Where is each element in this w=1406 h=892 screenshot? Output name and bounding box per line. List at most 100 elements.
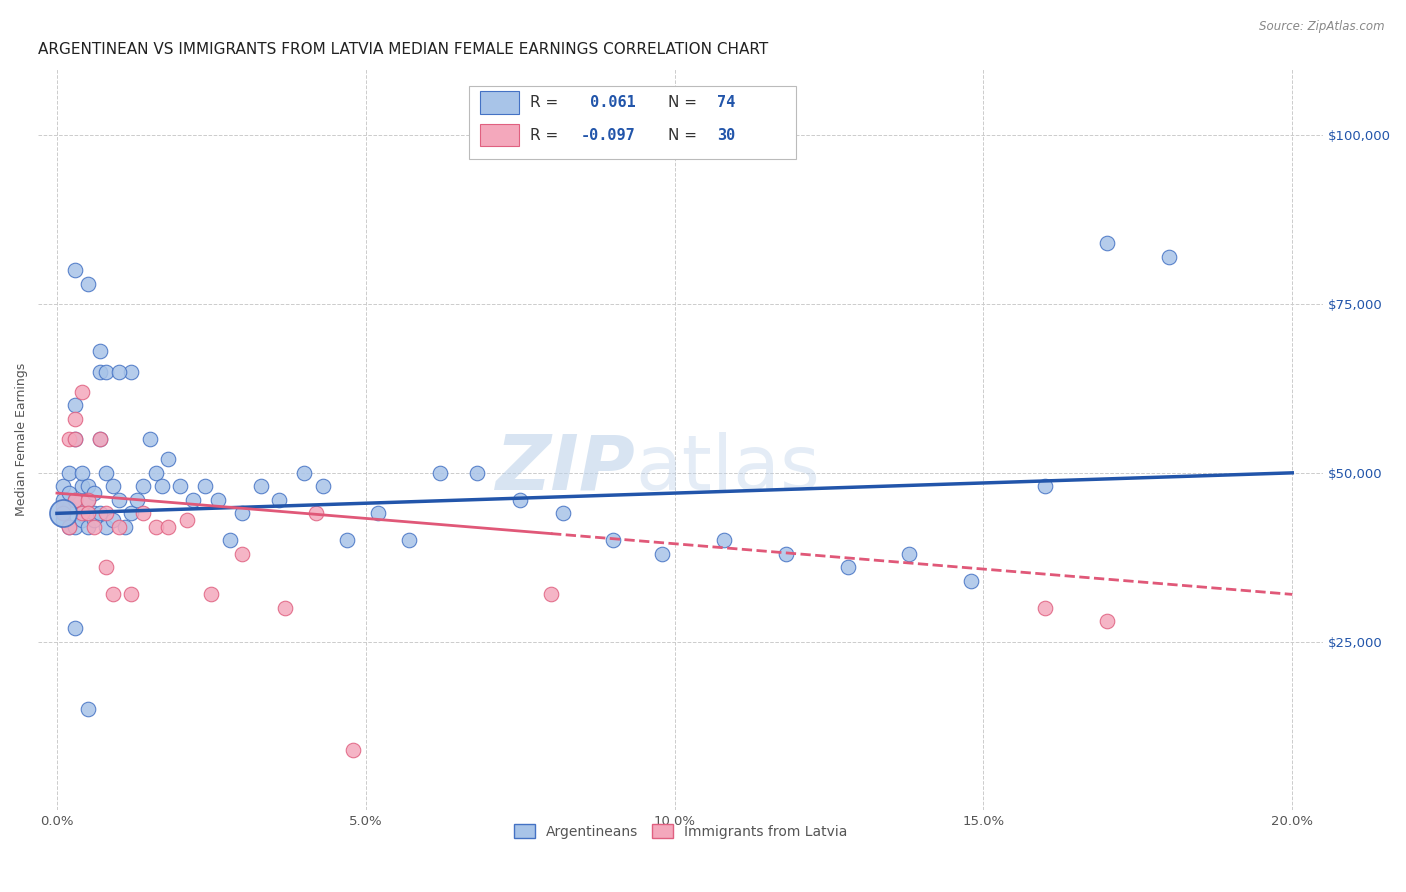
Point bbox=[65, 432, 87, 446]
Point bbox=[83, 486, 105, 500]
Point bbox=[169, 479, 191, 493]
Point bbox=[292, 466, 315, 480]
FancyBboxPatch shape bbox=[468, 87, 796, 159]
Point bbox=[70, 384, 93, 399]
Point bbox=[898, 547, 921, 561]
Point bbox=[65, 621, 87, 635]
Point bbox=[65, 432, 87, 446]
Point bbox=[150, 479, 173, 493]
Point bbox=[58, 520, 80, 534]
Point bbox=[181, 492, 204, 507]
Point bbox=[219, 533, 242, 548]
Point bbox=[553, 507, 575, 521]
Point bbox=[89, 432, 111, 446]
Point bbox=[249, 479, 271, 493]
Y-axis label: Median Female Earnings: Median Female Earnings bbox=[15, 362, 28, 516]
Point bbox=[52, 507, 75, 521]
Point bbox=[58, 466, 80, 480]
Point bbox=[101, 479, 124, 493]
Point bbox=[132, 507, 155, 521]
Point bbox=[52, 513, 75, 527]
Point bbox=[96, 520, 118, 534]
Point bbox=[96, 560, 118, 574]
Point bbox=[70, 513, 93, 527]
Point bbox=[96, 466, 118, 480]
Point bbox=[52, 479, 75, 493]
Point bbox=[76, 277, 98, 291]
Point bbox=[1033, 600, 1056, 615]
FancyBboxPatch shape bbox=[481, 91, 519, 113]
Point bbox=[76, 702, 98, 716]
Point bbox=[231, 507, 253, 521]
Point bbox=[89, 507, 111, 521]
Point bbox=[76, 479, 98, 493]
Point bbox=[89, 365, 111, 379]
Text: atlas: atlas bbox=[636, 432, 821, 506]
Point bbox=[342, 742, 364, 756]
Point bbox=[65, 520, 87, 534]
Point bbox=[52, 507, 75, 521]
Point bbox=[52, 507, 75, 521]
Point bbox=[120, 365, 142, 379]
Point bbox=[89, 432, 111, 446]
Point bbox=[76, 507, 98, 521]
Point bbox=[145, 520, 167, 534]
Text: -0.097: -0.097 bbox=[581, 128, 636, 143]
Point bbox=[274, 600, 297, 615]
Point bbox=[58, 520, 80, 534]
Point bbox=[70, 466, 93, 480]
Point bbox=[194, 479, 217, 493]
Point bbox=[96, 365, 118, 379]
Point bbox=[231, 547, 253, 561]
Point bbox=[127, 492, 149, 507]
Point bbox=[837, 560, 859, 574]
Text: R =: R = bbox=[530, 128, 564, 143]
Point bbox=[429, 466, 451, 480]
Point bbox=[651, 547, 673, 561]
Point bbox=[713, 533, 735, 548]
Point bbox=[65, 492, 87, 507]
Point bbox=[83, 520, 105, 534]
Legend: Argentineans, Immigrants from Latvia: Argentineans, Immigrants from Latvia bbox=[509, 819, 853, 845]
Point bbox=[1095, 236, 1118, 251]
Point bbox=[76, 507, 98, 521]
Point bbox=[89, 344, 111, 359]
Point bbox=[775, 547, 797, 561]
Point bbox=[398, 533, 420, 548]
Point bbox=[76, 520, 98, 534]
Point bbox=[70, 507, 93, 521]
Point bbox=[1157, 250, 1180, 264]
Point bbox=[76, 492, 98, 507]
Text: 0.061: 0.061 bbox=[581, 95, 636, 110]
Text: 74: 74 bbox=[717, 95, 735, 110]
Point bbox=[65, 492, 87, 507]
Text: ARGENTINEAN VS IMMIGRANTS FROM LATVIA MEDIAN FEMALE EARNINGS CORRELATION CHART: ARGENTINEAN VS IMMIGRANTS FROM LATVIA ME… bbox=[38, 42, 769, 57]
Point bbox=[602, 533, 624, 548]
FancyBboxPatch shape bbox=[481, 124, 519, 146]
Point bbox=[157, 520, 180, 534]
Point bbox=[83, 507, 105, 521]
Point bbox=[70, 479, 93, 493]
Point bbox=[269, 492, 291, 507]
Point bbox=[1033, 479, 1056, 493]
Point bbox=[1095, 615, 1118, 629]
Point bbox=[107, 492, 129, 507]
Text: Source: ZipAtlas.com: Source: ZipAtlas.com bbox=[1260, 20, 1385, 33]
Point bbox=[83, 513, 105, 527]
Point bbox=[305, 507, 328, 521]
Point bbox=[509, 492, 531, 507]
Point bbox=[114, 520, 136, 534]
Text: N =: N = bbox=[668, 95, 702, 110]
Point bbox=[96, 507, 118, 521]
Point bbox=[207, 492, 229, 507]
Point bbox=[145, 466, 167, 480]
Point bbox=[101, 513, 124, 527]
Point bbox=[138, 432, 160, 446]
Point bbox=[58, 500, 80, 514]
Point bbox=[70, 507, 93, 521]
Point bbox=[336, 533, 359, 548]
Point bbox=[65, 263, 87, 277]
Point bbox=[65, 398, 87, 412]
Point bbox=[200, 587, 222, 601]
Point bbox=[960, 574, 983, 588]
